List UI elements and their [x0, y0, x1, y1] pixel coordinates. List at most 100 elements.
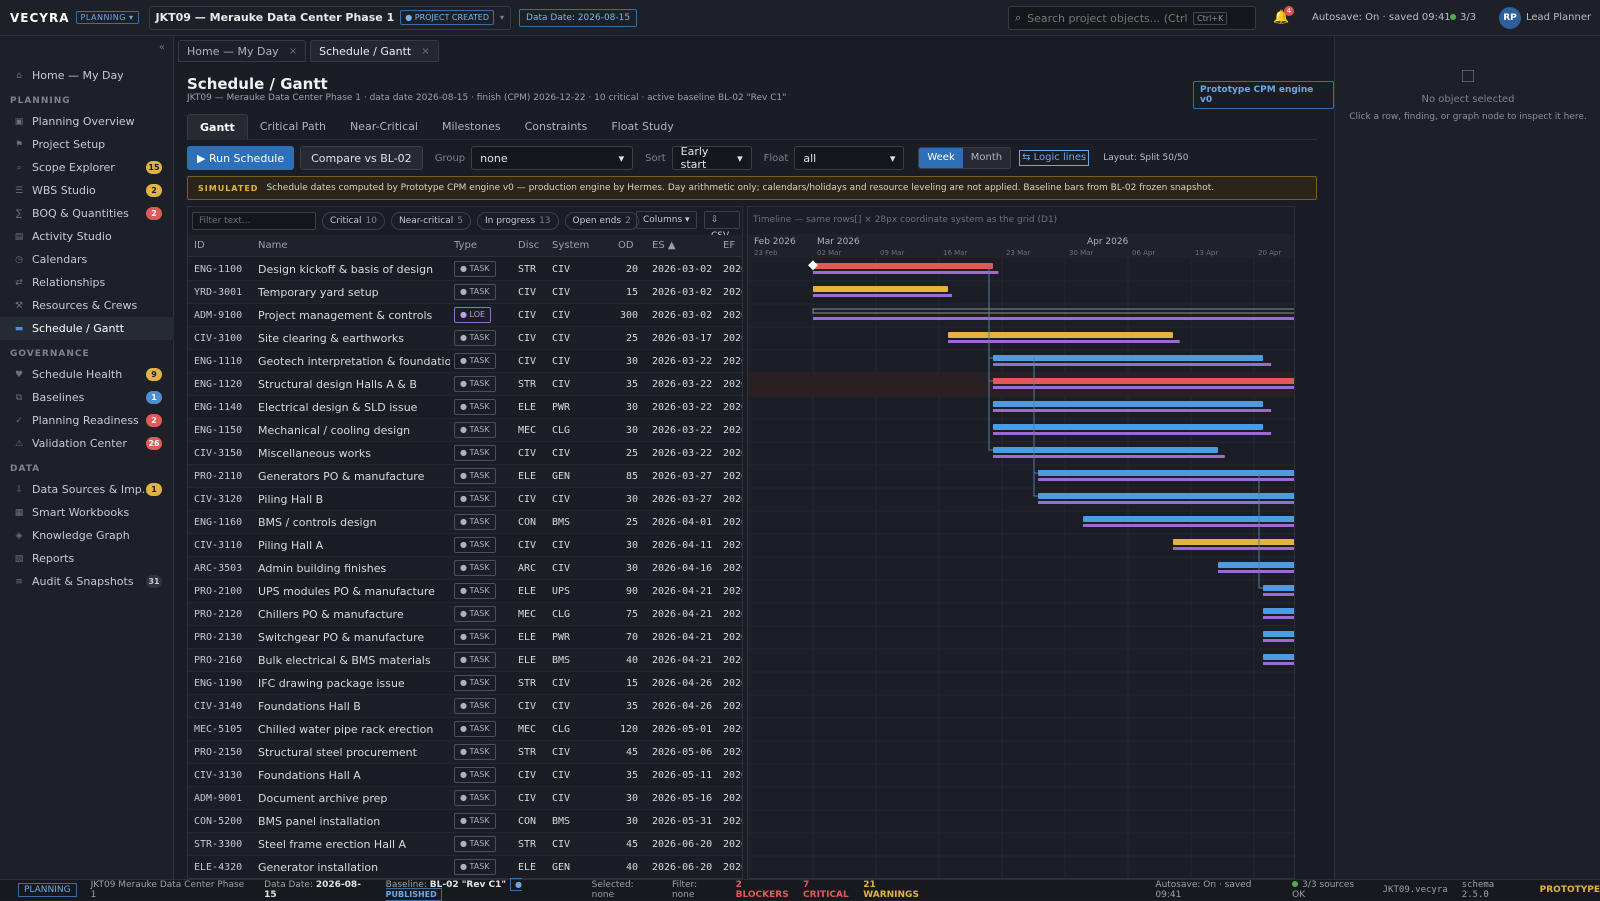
- table-row[interactable]: ENG-1140 Electrical design & SLD issue ● T…: [188, 396, 742, 419]
- chip-near-critical[interactable]: Near-critical 5: [390, 212, 471, 230]
- table-row[interactable]: PRO-2120 Chillers PO & manufacture ● TASK M…: [188, 603, 742, 626]
- month-button[interactable]: Month: [962, 148, 1011, 168]
- group-select[interactable]: none ▾: [471, 146, 634, 170]
- user-role[interactable]: Lead Planner: [1526, 12, 1592, 23]
- table-row[interactable]: CIV-3140 Foundations Hall B ● TASK CIV CIV 35…: [188, 695, 742, 718]
- chip-open-ends[interactable]: Open ends 2: [564, 212, 639, 230]
- sidebar-item-boq[interactable]: ∑ BOQ & Quantities 2: [0, 202, 174, 225]
- sidebar-item-label: BOQ & Quantities: [32, 207, 129, 220]
- col-header-es[interactable]: ES ▲: [652, 240, 676, 251]
- col-header-type[interactable]: Type: [454, 240, 477, 251]
- table-row[interactable]: ADM-9001 Document archive prep ● TASK CIV CI…: [188, 787, 742, 810]
- tab-milestones[interactable]: Milestones: [441, 120, 501, 133]
- tab-float-study[interactable]: Float Study: [611, 120, 674, 133]
- sidebar-item-scope-explorer[interactable]: ⌕ Scope Explorer 15: [0, 156, 174, 179]
- table-row[interactable]: CIV-3120 Piling Hall B ● TASK CIV CIV 30 2026-…: [188, 488, 742, 511]
- sidebar-item-project-setup[interactable]: ⚑ Project Setup: [0, 133, 174, 156]
- project-selector[interactable]: JKT09 — Merauke Data Center Phase 1 ● PR…: [148, 5, 512, 30]
- table-row[interactable]: CIV-3150 Miscellaneous works ● TASK CIV CIV 2…: [188, 442, 742, 465]
- close-icon[interactable]: ×: [421, 45, 430, 57]
- tab-gantt[interactable]: Gantt: [187, 114, 248, 140]
- table-row[interactable]: ENG-1110 Geotech interpretation & foundat…: [188, 350, 742, 373]
- week-button[interactable]: Week: [919, 148, 963, 168]
- tab-critical-path[interactable]: Critical Path: [259, 120, 326, 133]
- type-badge: ● TASK: [454, 261, 496, 277]
- sidebar-item-planning-overview[interactable]: ▣ Planning Overview: [0, 110, 174, 133]
- table-row[interactable]: CIV-3110 Piling Hall A ● TASK CIV CIV 30 2026-…: [188, 534, 742, 557]
- warnings-count[interactable]: 21 WARNINGS: [863, 880, 919, 900]
- chip-critical[interactable]: Critical 10: [322, 212, 385, 230]
- sidebar-item-audit[interactable]: ≡ Audit & Snapshots 31: [0, 570, 174, 593]
- table-row[interactable]: PRO-2130 Switchgear PO & manufacture ● TAS…: [188, 626, 742, 649]
- sidebar-item-schedule-gantt[interactable]: ▬ Schedule / Gantt: [0, 317, 174, 340]
- collapse-sidebar-icon[interactable]: «: [158, 42, 165, 53]
- sidebar-item-data-sources[interactable]: ⇩ Data Sources & Imp... 1: [0, 478, 174, 501]
- sidebar-item-relationships[interactable]: ⇄ Relationships: [0, 271, 174, 294]
- col-header-id[interactable]: ID: [194, 240, 205, 251]
- table-row[interactable]: ENG-1150 Mechanical / cooling design ● TAS…: [188, 419, 742, 442]
- compare-baseline-button[interactable]: Compare vs BL-02: [300, 146, 423, 170]
- status-sources[interactable]: 3/3 sources OK: [1292, 880, 1369, 900]
- columns-button[interactable]: Columns ▾: [636, 211, 697, 229]
- filter-input[interactable]: Filter text...: [192, 212, 316, 230]
- logic-lines-toggle[interactable]: ⇆ Logic lines: [1019, 150, 1090, 166]
- sidebar-item-home[interactable]: ⌂ Home — My Day: [0, 64, 174, 87]
- csv-export-button[interactable]: ⇩ CSV: [704, 211, 740, 241]
- sidebar-item-resources[interactable]: ⚒ Resources & Crews: [0, 294, 174, 317]
- tab-constraints[interactable]: Constraints: [524, 120, 588, 133]
- sidebar-item-validation-center[interactable]: ⚠ Validation Center 26: [0, 432, 174, 455]
- layout-indicator[interactable]: Layout: Split 50/50: [1103, 153, 1189, 163]
- table-row[interactable]: YRD-3001 Temporary yard setup ● TASK CIV CIV…: [188, 281, 742, 304]
- global-search[interactable]: ⌕ Ctrl+K: [1008, 6, 1256, 30]
- cell-system: CIV: [552, 448, 571, 459]
- table-row[interactable]: STR-3300 Steel frame erection Hall A ● TAS…: [188, 833, 742, 856]
- close-icon[interactable]: ×: [288, 45, 298, 57]
- sidebar-item-smart-workbooks[interactable]: ▦ Smart Workbooks: [0, 501, 174, 524]
- table-row[interactable]: CON-5200 BMS panel installation ● TASK CON B…: [188, 810, 742, 833]
- chip-in-progress[interactable]: In progress 13: [476, 212, 559, 230]
- col-header-system[interactable]: System: [552, 240, 590, 251]
- tab-near-critical[interactable]: Near-Critical: [349, 120, 418, 133]
- table-row[interactable]: ELE-4320 Generator installation ● TASK ELE G…: [188, 856, 742, 878]
- sidebar-item-activity-studio[interactable]: ▤ Activity Studio: [0, 225, 174, 248]
- sources-status[interactable]: 3/3: [1450, 12, 1476, 23]
- cell-es: 2026-03-27: [652, 494, 713, 505]
- table-row[interactable]: ADM-9100 Project management & controls ● L…: [188, 304, 742, 327]
- sidebar-item-schedule-health[interactable]: ♥ Schedule Health 9: [0, 363, 174, 386]
- table-row[interactable]: ENG-1100 Design kickoff & basis of design…: [188, 258, 742, 281]
- table-row[interactable]: ARC-3503 Admin building finishes ● TASK ARC…: [188, 557, 742, 580]
- table-row[interactable]: PRO-2100 UPS modules PO & manufacture ● TA…: [188, 580, 742, 603]
- table-row[interactable]: PRO-2110 Generators PO & manufacture ● TAS…: [188, 465, 742, 488]
- table-row[interactable]: PRO-2150 Structural steel procurement ● TA…: [188, 741, 742, 764]
- avatar[interactable]: RP: [1499, 7, 1521, 29]
- sidebar-item-baselines[interactable]: ⧉ Baselines 1: [0, 386, 174, 409]
- status-baseline[interactable]: Baseline: BL-02 "Rev C1" ● PUBLISHED: [385, 878, 578, 901]
- search-input[interactable]: [1027, 11, 1188, 25]
- table-row[interactable]: ENG-1160 BMS / controls design ● TASK CON BM…: [188, 511, 742, 534]
- run-schedule-button[interactable]: ▶ Run Schedule: [187, 146, 295, 170]
- sidebar-item-wbs-studio[interactable]: ☰ WBS Studio 2: [0, 179, 174, 202]
- tab-home[interactable]: Home — My Day ×: [178, 40, 307, 62]
- col-header-disc[interactable]: Disc: [518, 240, 540, 251]
- sidebar-item-reports[interactable]: ▧ Reports: [0, 547, 174, 570]
- brand-logo[interactable]: VECYRA: [10, 10, 70, 25]
- critical-count[interactable]: 7 CRITICAL: [803, 880, 849, 900]
- blockers-count[interactable]: 2 BLOCKERS: [735, 880, 789, 900]
- col-header-ef[interactable]: EF: [723, 240, 736, 251]
- col-header-name[interactable]: Name: [258, 240, 288, 251]
- table-row[interactable]: ENG-1120 Structural design Halls A & B ● T…: [188, 373, 742, 396]
- table-row[interactable]: MEC-5105 Chilled water pipe rack erection…: [188, 718, 742, 741]
- tab-schedule-gantt[interactable]: Schedule / Gantt ×: [310, 40, 439, 62]
- table-row[interactable]: CIV-3130 Foundations Hall A ● TASK CIV CIV 35…: [188, 764, 742, 787]
- table-row[interactable]: PRO-2160 Bulk electrical & BMS materials ●…: [188, 649, 742, 672]
- sidebar-item-knowledge-graph[interactable]: ◈ Knowledge Graph: [0, 524, 174, 547]
- sort-select[interactable]: Early start ▾: [671, 145, 752, 171]
- sidebar-item-planning-readiness[interactable]: ✓ Planning Readiness 2: [0, 409, 174, 432]
- col-header-od[interactable]: OD: [618, 240, 634, 251]
- module-switcher[interactable]: PLANNING ▾: [75, 11, 139, 24]
- table-row[interactable]: ENG-1190 IFC drawing package issue ● TASK S…: [188, 672, 742, 695]
- data-date-badge[interactable]: Data Date: 2026-08-15: [519, 8, 638, 27]
- float-select[interactable]: all ▾: [794, 146, 905, 170]
- sidebar-item-calendars[interactable]: ◷ Calendars: [0, 248, 174, 271]
- table-row[interactable]: CIV-3100 Site clearing & earthworks ● TASK…: [188, 327, 742, 350]
